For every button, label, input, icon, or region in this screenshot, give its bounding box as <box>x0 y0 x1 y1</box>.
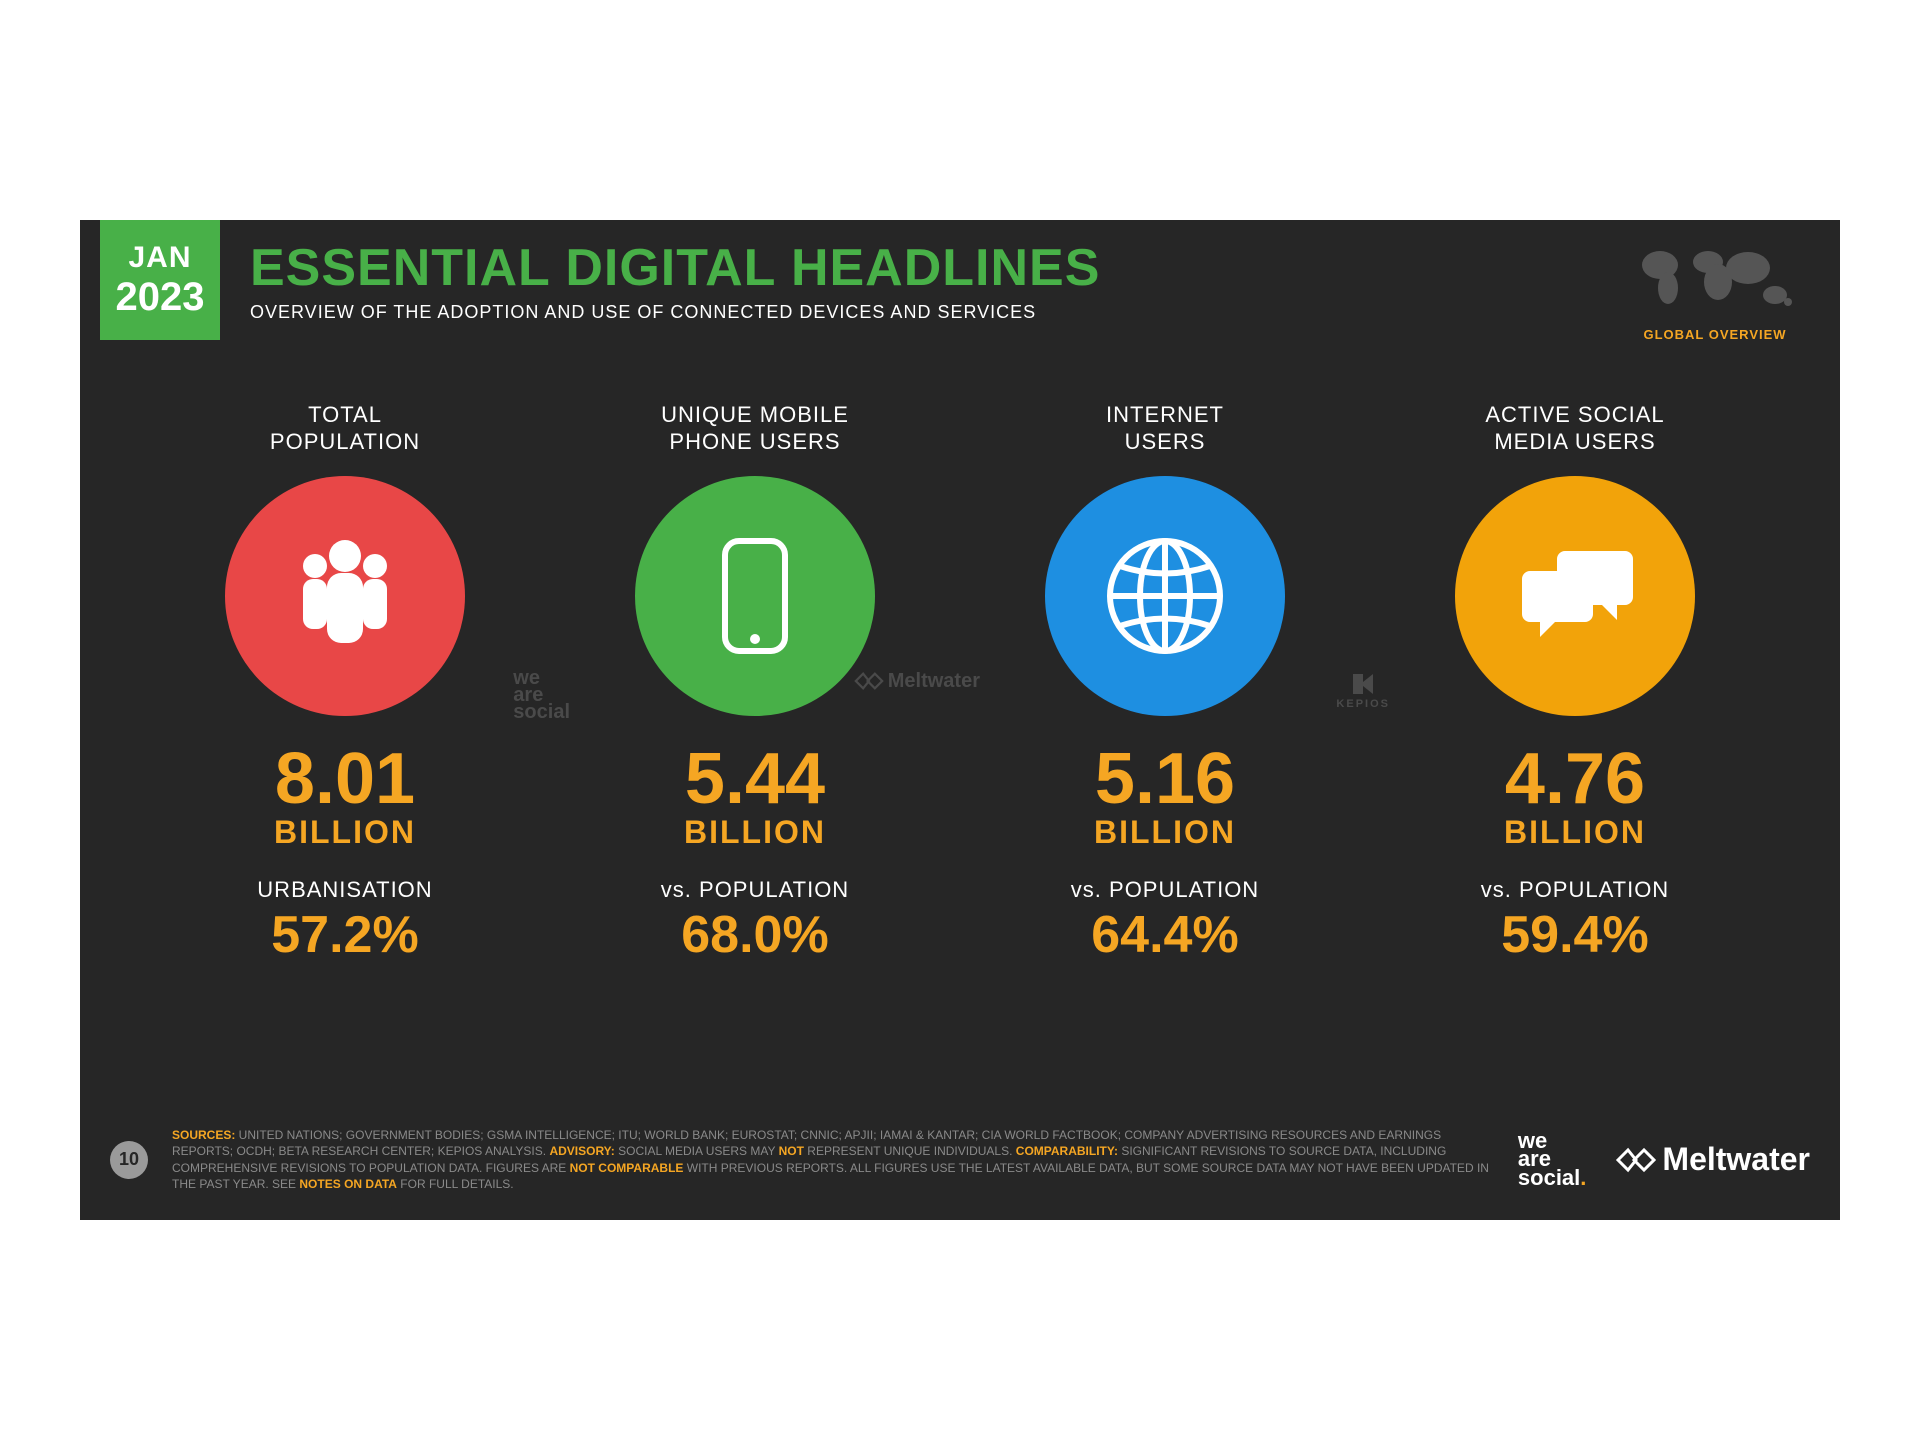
stat-circle-icon <box>1045 476 1285 716</box>
stat-label: INTERNETUSERS <box>985 400 1345 456</box>
stat-sub-value: 59.4% <box>1395 905 1755 965</box>
stat-sub-label: vs. POPULATION <box>985 877 1345 903</box>
stat-value: 8.01 <box>165 738 525 820</box>
stat-circle-icon <box>225 476 465 716</box>
stat-card: INTERNETUSERS KEPIOS 5.16 BILLION vs. PO… <box>985 400 1345 965</box>
stat-card: TOTALPOPULATION wearesocial 8.01 BILLION… <box>165 400 525 965</box>
stats-row: TOTALPOPULATION wearesocial 8.01 BILLION… <box>80 400 1840 965</box>
stat-unit: BILLION <box>575 814 935 851</box>
stat-sub-value: 57.2% <box>165 905 525 965</box>
stat-value: 5.16 <box>985 738 1345 820</box>
stat-label: UNIQUE MOBILEPHONE USERS <box>575 400 935 456</box>
slide-title: ESSENTIAL DIGITAL HEADLINES <box>250 238 1100 298</box>
stat-value: 4.76 <box>1395 738 1755 820</box>
footer: 10 SOURCES: UNITED NATIONS; GOVERNMENT B… <box>110 1127 1810 1192</box>
stat-unit: BILLION <box>165 814 525 851</box>
wearesocial-logo: wearesocial. <box>1518 1132 1587 1188</box>
stat-circle-icon <box>635 476 875 716</box>
meltwater-logo: Meltwater <box>1616 1141 1810 1178</box>
stat-circle-icon <box>1455 476 1695 716</box>
stat-label: ACTIVE SOCIALMEDIA USERS <box>1395 400 1755 456</box>
stat-card: ACTIVE SOCIALMEDIA USERS 4.76 BILLION vs… <box>1395 400 1755 965</box>
watermark: wearesocial <box>513 670 570 721</box>
date-year: 2023 <box>116 275 205 320</box>
footer-logos: wearesocial. Meltwater <box>1518 1132 1810 1188</box>
stat-sub-label: URBANISATION <box>165 877 525 903</box>
stat-card: UNIQUE MOBILEPHONE USERS Meltwater 5.44 … <box>575 400 935 965</box>
stat-sub-label: vs. POPULATION <box>1395 877 1755 903</box>
stat-sub-value: 68.0% <box>575 905 935 965</box>
stat-value: 5.44 <box>575 738 935 820</box>
global-overview-label: GLOBAL OVERVIEW <box>1630 327 1800 342</box>
stat-sub-label: vs. POPULATION <box>575 877 935 903</box>
date-badge: JAN 2023 <box>100 220 220 340</box>
infographic-slide: JAN 2023 ESSENTIAL DIGITAL HEADLINES OVE… <box>80 220 1840 1220</box>
stat-label: TOTALPOPULATION <box>165 400 525 456</box>
sources-text: SOURCES: UNITED NATIONS; GOVERNMENT BODI… <box>172 1127 1494 1192</box>
meltwater-icon <box>1616 1145 1656 1175</box>
watermark: KEPIOS <box>1336 670 1390 710</box>
world-map-icon <box>1630 240 1800 320</box>
stat-unit: BILLION <box>1395 814 1755 851</box>
header: ESSENTIAL DIGITAL HEADLINES OVERVIEW OF … <box>250 238 1100 323</box>
stat-unit: BILLION <box>985 814 1345 851</box>
watermark: Meltwater <box>854 670 980 692</box>
page-number: 10 <box>110 1141 148 1179</box>
slide-subtitle: OVERVIEW OF THE ADOPTION AND USE OF CONN… <box>250 302 1100 323</box>
global-overview: GLOBAL OVERVIEW <box>1630 240 1800 342</box>
date-month: JAN <box>128 241 191 275</box>
stat-sub-value: 64.4% <box>985 905 1345 965</box>
